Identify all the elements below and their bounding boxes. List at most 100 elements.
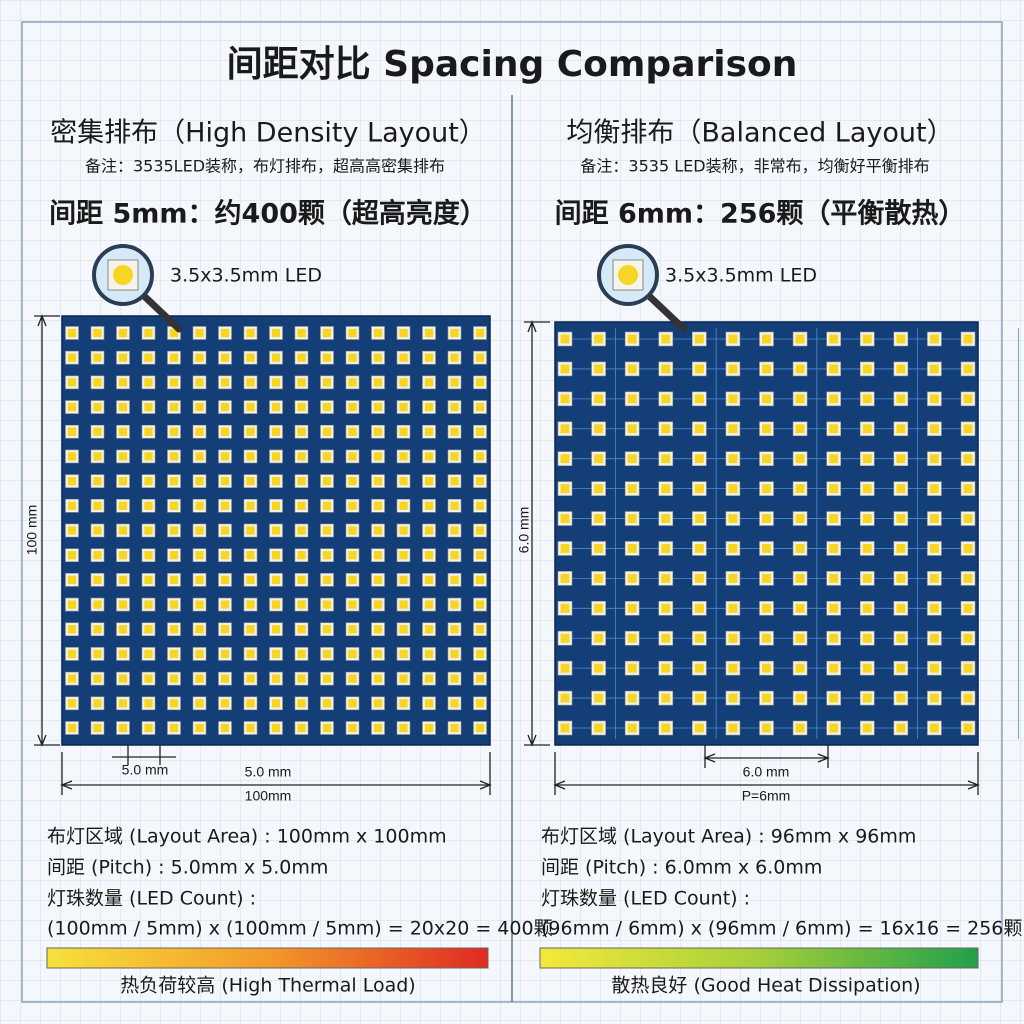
led-die [373, 427, 383, 436]
led-die [424, 328, 434, 338]
led-die [297, 674, 306, 683]
led-die [795, 693, 805, 703]
led-die [67, 452, 77, 461]
led-die [93, 427, 102, 436]
spec-line: 间距 (Pitch) : 5.0mm x 5.0mm [47, 857, 328, 879]
led-die [373, 674, 383, 683]
bar-label: 散热良好 (Good Heat Dissipation) [611, 975, 920, 997]
led-die [929, 723, 939, 733]
led-die [67, 402, 77, 412]
led-die [169, 378, 179, 387]
led-die [67, 378, 77, 387]
panel-note: 备注：3535LED装称，布灯排布，超高高密集排布 [85, 157, 445, 176]
led-die [795, 454, 805, 464]
led-die [475, 328, 485, 338]
led-die [144, 328, 153, 338]
led-die [322, 452, 332, 461]
led-die [220, 674, 230, 683]
led-die [896, 394, 906, 404]
led-die [963, 454, 973, 464]
led-die [322, 526, 332, 535]
led-die [694, 364, 704, 374]
led-die [348, 674, 357, 683]
led-die [450, 600, 459, 609]
led-die [169, 674, 179, 683]
led-die [475, 674, 485, 683]
led-die [424, 723, 434, 733]
led-die [728, 514, 738, 524]
led-die [862, 663, 872, 673]
led-die [399, 353, 408, 362]
led-die [195, 625, 204, 634]
led-die [661, 424, 671, 434]
led-die [399, 526, 408, 535]
led-die [144, 476, 153, 486]
led-die [627, 334, 637, 344]
led-die [322, 723, 332, 733]
led-die [297, 551, 306, 560]
led-die [93, 649, 102, 659]
led-die [929, 484, 939, 494]
spec-line: (100mm / 5mm) x (100mm / 5mm) = 20x20 = … [47, 918, 553, 940]
led-die [560, 603, 570, 613]
led-die [896, 723, 906, 733]
led-die [829, 394, 839, 404]
led-die [297, 575, 306, 585]
led-die [399, 452, 408, 461]
led-die [169, 723, 179, 733]
led-die [118, 378, 128, 387]
led-die [829, 573, 839, 583]
led-die [195, 526, 204, 535]
led-die [144, 674, 153, 683]
led-die [169, 625, 179, 634]
led-die [627, 663, 637, 673]
spec-line: 灯珠数量 (LED Count) : [47, 888, 256, 910]
led-die [297, 452, 306, 461]
led-die [661, 394, 671, 404]
led-die [762, 334, 771, 344]
led-die [829, 633, 839, 643]
led-die [475, 699, 485, 708]
led-die [297, 328, 306, 338]
led-die [220, 600, 230, 609]
led-die [322, 600, 332, 609]
led-die [348, 501, 357, 510]
bar-label: 热负荷较高 (High Thermal Load) [120, 975, 415, 997]
led-die [118, 649, 128, 659]
led-die [862, 334, 872, 344]
led-die [373, 575, 383, 585]
led-die [594, 663, 604, 673]
led-die [424, 476, 434, 486]
led-die [67, 476, 77, 486]
led-die [195, 328, 204, 338]
led-die [560, 424, 570, 434]
led-die [694, 573, 704, 583]
led-die [144, 501, 153, 510]
led-die [475, 551, 485, 560]
led-die [93, 625, 102, 634]
led-die [195, 427, 204, 436]
led-die [560, 723, 570, 733]
led-die [399, 402, 408, 412]
led-die [862, 693, 872, 703]
led-die [246, 476, 255, 486]
led-die [322, 328, 332, 338]
led-die [246, 501, 255, 510]
led-die [728, 424, 738, 434]
led-die [220, 649, 230, 659]
led-die [195, 674, 204, 683]
led-die [297, 600, 306, 609]
led-die [963, 603, 973, 613]
led-die [246, 625, 255, 634]
led-die [297, 625, 306, 634]
led-die [728, 394, 738, 404]
led-die [694, 394, 704, 404]
led-die [424, 427, 434, 436]
led-die [795, 543, 805, 553]
led-die [475, 723, 485, 733]
led-die [560, 484, 570, 494]
led-die [450, 551, 459, 560]
led-die [195, 378, 204, 387]
led-die [93, 551, 102, 560]
led-die [348, 699, 357, 708]
